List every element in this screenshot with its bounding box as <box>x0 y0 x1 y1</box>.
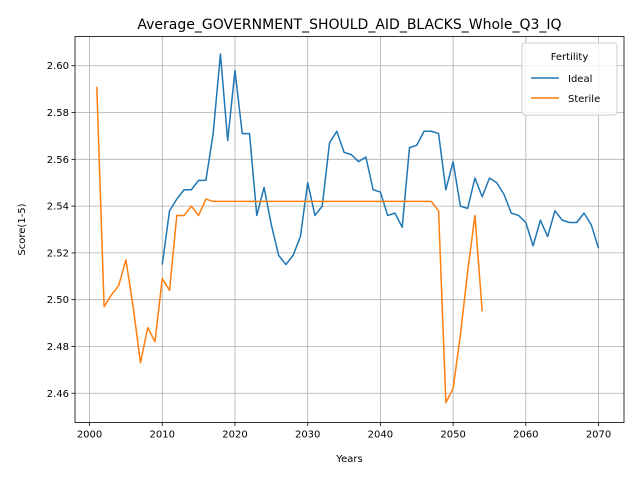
x-tick-label: 2020 <box>222 430 247 441</box>
y-tick-label: 2.50 <box>47 295 69 306</box>
x-tick-label: 2030 <box>295 430 320 441</box>
x-tick-label: 2000 <box>77 430 102 441</box>
plot-frame <box>74 36 625 423</box>
x-axis-label: Years <box>335 454 362 465</box>
y-tick-label: 2.54 <box>47 202 69 213</box>
y-tick-label: 2.46 <box>47 389 69 400</box>
y-tick-label: 2.58 <box>47 108 69 119</box>
x-axis-ticks: 2000 2010 2020 2030 2040 2050 2060 2070 <box>77 422 611 441</box>
legend-box <box>521 42 618 116</box>
series-lines <box>96 53 600 404</box>
y-tick-label: 2.56 <box>47 155 69 166</box>
chart-title: Average_GOVERNMENT_SHOULD_AID_BLACKS_Who… <box>137 17 561 33</box>
legend-label-sterile: Sterile <box>568 94 600 105</box>
x-tick-label: 2040 <box>368 430 393 441</box>
x-tick-label: 2060 <box>513 430 538 441</box>
y-axis-label: Score(1-5) <box>17 203 28 255</box>
y-tick-label: 2.48 <box>47 342 69 353</box>
y-tick-label: 2.52 <box>47 248 69 259</box>
x-tick-label: 2050 <box>440 430 465 441</box>
y-axis-ticks: 2.46 2.48 2.50 2.52 2.54 2.56 2.58 2.60 <box>47 61 75 400</box>
legend: Fertility Ideal Sterile <box>521 42 618 116</box>
x-tick-label: 2070 <box>586 430 611 441</box>
series-line-sterile <box>96 86 483 404</box>
legend-label-ideal: Ideal <box>568 74 592 85</box>
series-line-ideal <box>161 53 600 266</box>
x-tick-label: 2010 <box>150 430 175 441</box>
y-tick-label: 2.60 <box>47 61 69 72</box>
legend-title: Fertility <box>551 52 589 63</box>
